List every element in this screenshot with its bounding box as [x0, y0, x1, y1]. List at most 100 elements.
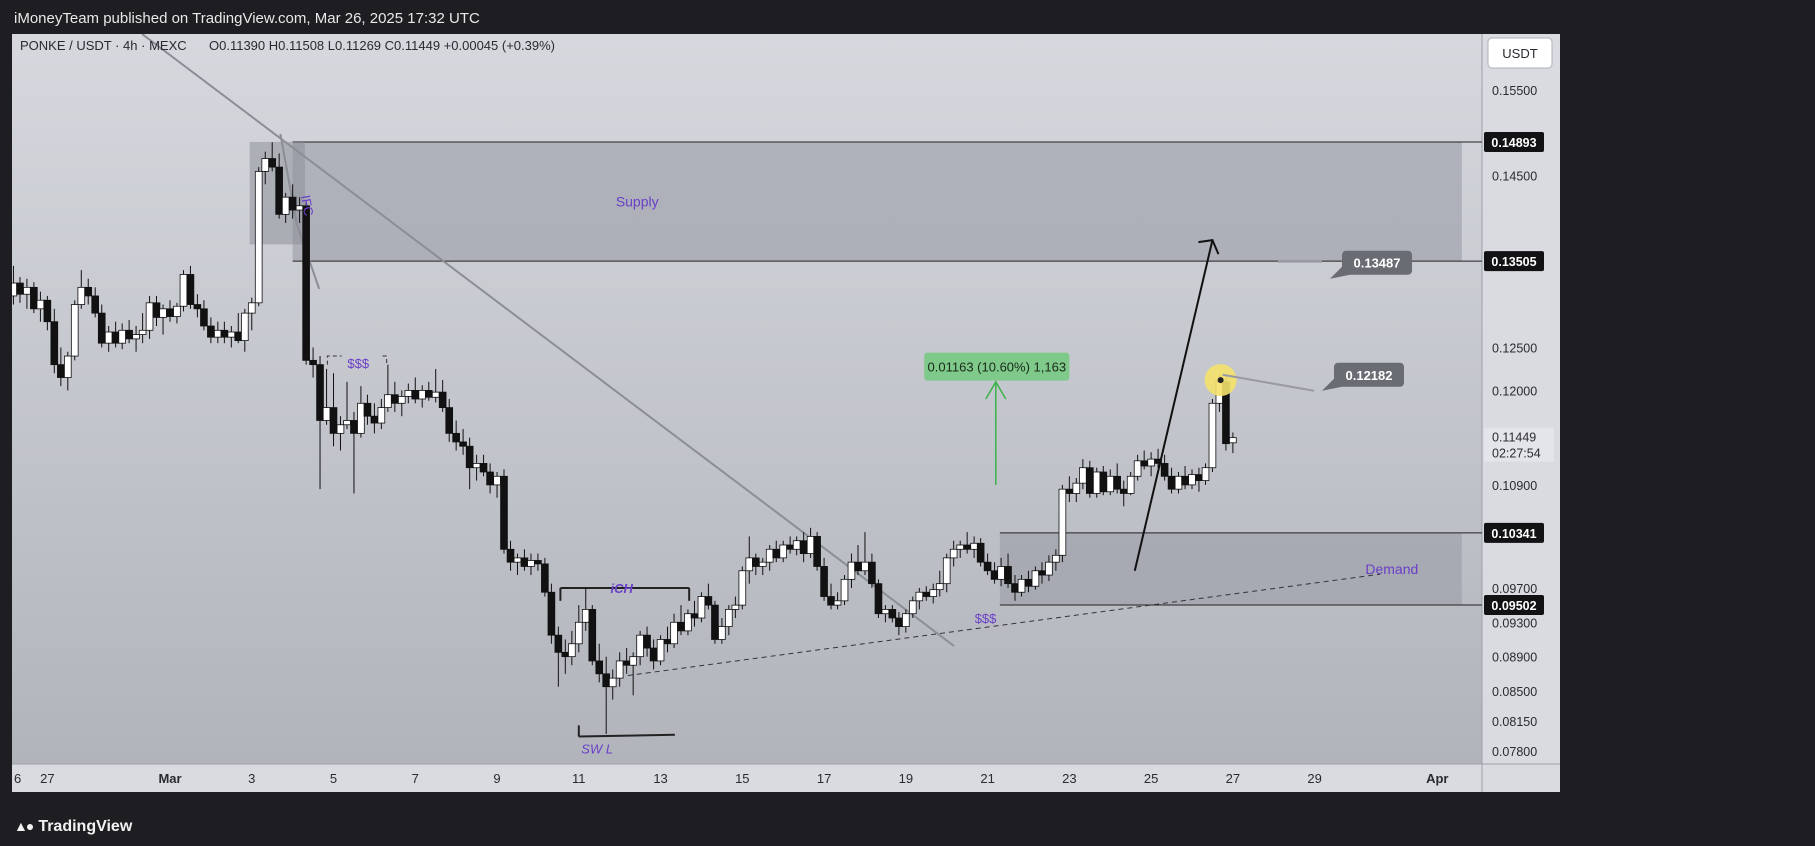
candle-body — [1072, 482, 1081, 494]
candle-body — [1174, 475, 1183, 490]
candle-body — [1140, 460, 1148, 467]
candle — [64, 351, 72, 391]
annotation-swing-low: SW L — [581, 742, 613, 757]
price-tick-label: 0.12000 — [1492, 384, 1537, 398]
candle-body — [779, 544, 787, 559]
supply-zone[interactable] — [292, 141, 1462, 262]
candle-body — [888, 609, 897, 619]
price-level-label: 0.10341 — [1491, 527, 1536, 541]
last-price-countdown: 02:27:54 — [1492, 447, 1541, 461]
highlight-marker-dot — [1217, 377, 1224, 384]
candle-body — [234, 331, 243, 342]
candle-body — [663, 639, 672, 645]
price-tick-label: 0.10900 — [1492, 479, 1537, 493]
candle — [438, 380, 447, 412]
callout-box[interactable] — [1334, 362, 1404, 387]
candle-body — [847, 561, 856, 580]
candle-body — [575, 621, 583, 645]
candle — [595, 643, 604, 683]
candle-body — [418, 390, 427, 400]
candle-body — [697, 596, 706, 619]
callout-box[interactable] — [1342, 250, 1412, 275]
candle-body — [949, 548, 958, 559]
candle — [820, 557, 828, 601]
callout-label: 0.12182 — [1346, 368, 1393, 383]
candle-body — [186, 274, 195, 305]
candle-body — [868, 561, 876, 585]
candle — [288, 184, 297, 219]
candle-body — [711, 604, 719, 640]
candle-body — [935, 583, 944, 591]
publisher-bar: iMoneyTeam published on TradingView.com,… — [0, 0, 1815, 34]
candle-body — [64, 355, 72, 378]
candle-body — [792, 540, 801, 550]
currency-button[interactable]: USDT — [1487, 37, 1553, 69]
demand-zone[interactable] — [999, 532, 1462, 605]
candle — [268, 142, 276, 172]
candle — [670, 613, 678, 649]
candle-body — [70, 304, 79, 357]
price-level-label: 0.09502 — [1491, 599, 1536, 613]
candle-body — [493, 475, 501, 486]
candle — [479, 454, 488, 477]
price-tick-label: 0.14500 — [1492, 170, 1537, 184]
candle — [888, 605, 897, 623]
time-tick-label: 27 — [1226, 771, 1240, 786]
candle-body — [343, 420, 351, 426]
time-axis[interactable]: 6 27 Mar 3 5 7 9 11 13 15 17 19 21 23 25 27 29 Apr — [14, 771, 1448, 786]
candle-body — [1024, 578, 1033, 587]
candle-body — [227, 331, 236, 338]
supply-zone-label: Supply — [616, 194, 659, 210]
candle-body — [547, 591, 556, 636]
candle-body — [942, 557, 951, 585]
candle — [779, 540, 787, 563]
price-level-tag — [1484, 251, 1544, 272]
candle — [758, 557, 767, 576]
candle — [465, 437, 474, 490]
candle-body — [84, 286, 93, 297]
candle-body — [377, 407, 386, 424]
measure-box[interactable] — [924, 352, 1070, 381]
callout-label: 0.13487 — [1354, 256, 1401, 271]
candle — [697, 592, 706, 623]
candle-body — [1099, 471, 1108, 493]
tradingview-logo[interactable]: ▲● TradingView — [14, 818, 132, 836]
candle-body — [656, 639, 665, 662]
candle — [547, 583, 556, 644]
candle — [241, 308, 249, 352]
candle-body — [316, 364, 324, 421]
candle-body — [350, 420, 358, 434]
price-axis-background — [1482, 34, 1560, 764]
candle-body — [23, 286, 31, 295]
overlay-layer: 0.01163 (10.60%) 1,163 0.13487 0.12182 IFC $… — [298, 194, 1412, 757]
candle-body — [861, 561, 869, 572]
price-level-tag — [1484, 522, 1544, 543]
candle-body — [588, 609, 597, 662]
candle-body — [902, 613, 910, 627]
candle — [1004, 553, 1012, 588]
candle-body — [363, 402, 372, 417]
candle — [929, 583, 938, 604]
candle-body — [173, 305, 181, 317]
price-chart[interactable]: Supply Demand 0.01163 (10.60%) 1,163 0.134… — [0, 33, 1800, 812]
candle-body — [1208, 402, 1217, 469]
candle-body — [138, 329, 147, 335]
time-tick-label: 29 — [1307, 771, 1321, 786]
last-price-tag — [1484, 427, 1554, 462]
candle — [43, 295, 52, 331]
candle-body — [207, 325, 215, 338]
ohlc-info: O0.11390 H0.11508 L0.11269 C0.11449 +0.0… — [209, 38, 555, 53]
candle-body — [104, 331, 113, 344]
annotation-ich: iCH — [611, 581, 634, 596]
candle-body — [118, 329, 126, 344]
last-price-value: 0.11449 — [1492, 431, 1536, 445]
candle-body — [370, 415, 379, 424]
candle-body — [827, 596, 835, 606]
candle — [908, 596, 917, 618]
candle — [200, 300, 208, 331]
candle-body — [1229, 437, 1237, 444]
candle — [541, 557, 549, 597]
candle-body — [97, 312, 106, 344]
time-tick-label: 11 — [572, 771, 586, 786]
price-axis[interactable]: 0.15500 0.14500 0.12500 0.12000 0.10900 0.097… — [1484, 84, 1554, 759]
